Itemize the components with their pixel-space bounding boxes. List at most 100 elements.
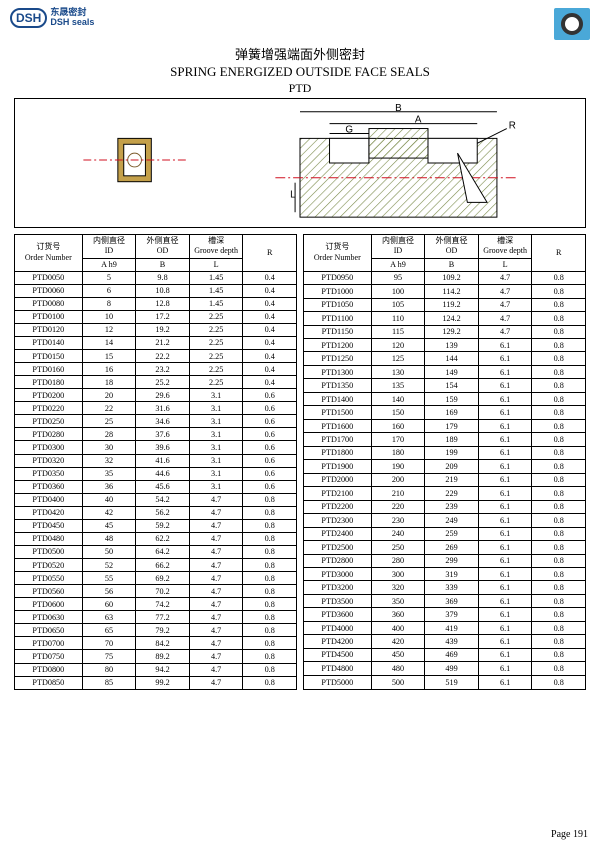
- table-cell: 250: [371, 541, 425, 554]
- table-cell: 219: [425, 473, 479, 486]
- table-cell: 6.1: [478, 446, 532, 459]
- table-row: PTD01001017.22.250.4: [15, 310, 297, 323]
- table-cell: PTD2800: [304, 554, 372, 567]
- hdr-od: 外侧直径 OD: [136, 235, 190, 259]
- table-cell: 0.8: [532, 271, 586, 284]
- table-row: PTD13001301496.10.8: [304, 365, 586, 378]
- table-cell: 100: [371, 285, 425, 298]
- table-row: PTD12501251446.10.8: [304, 352, 586, 365]
- table-cell: 85: [82, 676, 136, 689]
- table-cell: 0.8: [532, 648, 586, 661]
- table-cell: 4.7: [189, 545, 243, 558]
- table-cell: 160: [371, 419, 425, 432]
- table-row: PTD45004504696.10.8: [304, 648, 586, 661]
- table-cell: 84.2: [136, 637, 190, 650]
- table-cell: 10: [82, 310, 136, 323]
- table-cell: PTD0320: [15, 454, 83, 467]
- table-row: PTD17001701896.10.8: [304, 433, 586, 446]
- hdr-id-en: ID: [373, 246, 424, 257]
- table-cell: 44.6: [136, 467, 190, 480]
- table-row: PTD02502534.63.10.6: [15, 415, 297, 428]
- table-cell: 3.1: [189, 428, 243, 441]
- table-cell: PTD0520: [15, 559, 83, 572]
- table-cell: 0.8: [243, 624, 297, 637]
- table-cell: 0.8: [532, 594, 586, 607]
- table-cell: 239: [425, 500, 479, 513]
- table-row: PTD15001501696.10.8: [304, 406, 586, 419]
- table-cell: 21.2: [136, 336, 190, 349]
- table-cell: 259: [425, 527, 479, 540]
- table-cell: 0.8: [532, 514, 586, 527]
- table-row: PTD1000100114.24.70.8: [304, 285, 586, 298]
- table-row: PTD08508599.24.70.8: [15, 676, 297, 689]
- table-cell: 4.7: [189, 676, 243, 689]
- table-cell: 6.1: [478, 365, 532, 378]
- table-cell: PTD1900: [304, 460, 372, 473]
- table-cell: 269: [425, 541, 479, 554]
- table-cell: 36: [82, 480, 136, 493]
- table-cell: 220: [371, 500, 425, 513]
- table-cell: PTD0100: [15, 310, 83, 323]
- table-cell: PTD0800: [15, 663, 83, 676]
- table-cell: 210: [371, 487, 425, 500]
- table-row: PTD13501351546.10.8: [304, 379, 586, 392]
- table-cell: 6.1: [478, 648, 532, 661]
- table-cell: PTD2200: [304, 500, 372, 513]
- table-cell: 8: [82, 297, 136, 310]
- tbody-left: PTD005059.81.450.4PTD0060610.81.450.4PTD…: [15, 271, 297, 689]
- table-cell: 52: [82, 559, 136, 572]
- hdr-od: 外侧直径 OD: [425, 235, 479, 259]
- table-cell: 80: [82, 663, 136, 676]
- table-cell: 0.8: [243, 650, 297, 663]
- table-cell: PTD0450: [15, 519, 83, 532]
- table-cell: 119.2: [425, 298, 479, 311]
- seal-ring-icon: [561, 13, 583, 35]
- table-cell: 0.4: [243, 350, 297, 363]
- table-cell: 369: [425, 594, 479, 607]
- table-cell: PTD0350: [15, 467, 83, 480]
- hdr-id: 内侧直径 ID: [82, 235, 136, 259]
- table-row: PTD21002102296.10.8: [304, 487, 586, 500]
- title-cn: 弹簧增强端面外侧密封: [10, 44, 590, 63]
- table-cell: PTD4500: [304, 648, 372, 661]
- table-cell: PTD4200: [304, 635, 372, 648]
- table-cell: 149: [425, 365, 479, 378]
- table-cell: 95: [371, 271, 425, 284]
- table-cell: 0.8: [532, 298, 586, 311]
- brand-logo: DSH 东晟密封 DSH seals: [10, 8, 94, 28]
- table-cell: 109.2: [425, 271, 479, 284]
- table-cell: 4.7: [478, 298, 532, 311]
- table-cell: 0.8: [243, 493, 297, 506]
- table-cell: 23.2: [136, 363, 190, 376]
- table-row: PTD03603645.63.10.6: [15, 480, 297, 493]
- table-cell: 5: [82, 271, 136, 284]
- table-cell: 10.8: [136, 284, 190, 297]
- table-cell: 6.1: [478, 608, 532, 621]
- table-cell: 4.7: [189, 506, 243, 519]
- table-cell: 240: [371, 527, 425, 540]
- table-row: PTD03003039.63.10.6: [15, 441, 297, 454]
- table-cell: 199: [425, 446, 479, 459]
- table-cell: 6.1: [478, 487, 532, 500]
- table-cell: 70: [82, 637, 136, 650]
- table-cell: 2.25: [189, 363, 243, 376]
- table-row: PTD16001601796.10.8: [304, 419, 586, 432]
- table-cell: 0.8: [532, 419, 586, 432]
- table-cell: 0.8: [532, 675, 586, 689]
- table-row: PTD50005005196.10.8: [304, 675, 586, 689]
- table-cell: 63: [82, 611, 136, 624]
- table-cell: 55: [82, 572, 136, 585]
- table-cell: 120: [371, 339, 425, 352]
- table-cell: PTD1200: [304, 339, 372, 352]
- table-cell: PTD0400: [15, 493, 83, 506]
- table-cell: 32: [82, 454, 136, 467]
- table-cell: PTD2000: [304, 473, 372, 486]
- table-cell: 249: [425, 514, 479, 527]
- table-cell: PTD1250: [304, 352, 372, 365]
- table-cell: PTD0050: [15, 271, 83, 284]
- table-cell: 74.2: [136, 598, 190, 611]
- table-cell: 0.4: [243, 271, 297, 284]
- table-cell: 0.6: [243, 480, 297, 493]
- hdr-order-cn: 订货号: [305, 242, 370, 253]
- technical-diagram: B A G L R: [14, 98, 586, 228]
